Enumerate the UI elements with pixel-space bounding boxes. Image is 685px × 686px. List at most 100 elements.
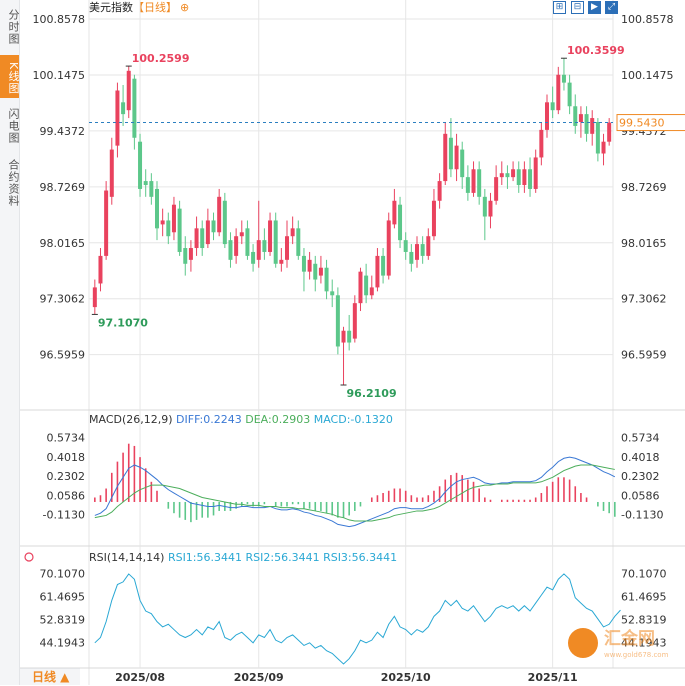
- candle-body: [539, 129, 544, 158]
- candle-body: [556, 74, 561, 111]
- candle-body: [217, 196, 222, 233]
- candle-body: [578, 114, 583, 123]
- macd-tick-left: -0.1130: [43, 509, 85, 522]
- candle-body: [256, 240, 261, 260]
- rsi-legend: RSI(14,14,14) RSI1:56.3441 RSI2:56.3441 …: [89, 551, 397, 565]
- candle-body: [398, 204, 403, 241]
- rsi-tick-right: 70.1070: [621, 568, 667, 581]
- brand-logo-url: www.gold678.com: [604, 651, 669, 659]
- candle-body: [392, 200, 397, 225]
- candle-body: [522, 169, 527, 186]
- candle-body: [138, 141, 143, 189]
- candle-body: [330, 291, 335, 296]
- candle-body: [160, 220, 165, 225]
- candle-body: [409, 251, 414, 264]
- time-tick-label: 2025/10: [381, 671, 431, 684]
- low-label-left: 97.1070: [98, 316, 148, 329]
- zoom-in-icon[interactable]: ⊞: [553, 1, 566, 14]
- fullscreen-icon[interactable]: ⤢: [605, 1, 618, 14]
- chart-header: 美元指数【日线】 ⊕: [89, 0, 189, 16]
- candle-body: [126, 70, 131, 111]
- brand-logo-text: 汇金网: [604, 629, 655, 649]
- macd-dea-label: DEA:0.2903: [245, 413, 311, 426]
- macd-tick-right: -0.1130: [621, 509, 663, 522]
- candle-body: [505, 173, 510, 178]
- rsi3-label: RSI3:56.3441: [323, 551, 398, 564]
- macd-legend: MACD(26,12,9) DIFF:0.2243 DEA:0.2903 MAC…: [89, 413, 393, 427]
- candle-body: [104, 190, 109, 256]
- price-tick-left: 96.5959: [40, 349, 86, 362]
- refresh-icon[interactable]: ⊕: [180, 1, 190, 14]
- time-tick-label: 2025/11: [528, 671, 578, 684]
- price-tick-left: 98.0165: [40, 237, 86, 250]
- sidebar-tab-0[interactable]: 分时图: [7, 9, 20, 45]
- candle-body: [268, 220, 273, 252]
- macd-diff-line: [94, 456, 616, 528]
- candle-body: [234, 236, 239, 256]
- rsi-tick-right: 44.1943: [621, 636, 667, 649]
- price-tick-left: 97.3062: [40, 293, 86, 306]
- price-tick-right: 97.3062: [621, 293, 667, 306]
- candle-body: [471, 169, 476, 193]
- rsi1-label: RSI1:56.3441: [167, 551, 242, 564]
- candle-body: [567, 82, 572, 107]
- macd-tick-left: 0.4018: [47, 451, 86, 464]
- candle-body: [285, 236, 289, 260]
- candle-body: [511, 169, 516, 178]
- play-icon[interactable]: ▶: [588, 1, 601, 14]
- period-dropdown[interactable]: 日线 ▲: [20, 668, 80, 685]
- macd-tick-left: 0.5734: [47, 432, 86, 445]
- last-price-tag: [616, 114, 685, 132]
- candle-body: [290, 228, 295, 237]
- zoom-out-icon[interactable]: ⊟: [571, 1, 584, 14]
- candle-body: [488, 200, 493, 217]
- candle-body: [200, 228, 205, 249]
- sidebar-tab-3[interactable]: 合约资料: [7, 159, 20, 207]
- candle-body: [228, 240, 233, 260]
- candle-body: [573, 106, 578, 126]
- candle-body: [324, 267, 329, 292]
- candle-body: [352, 303, 357, 339]
- candle-body: [454, 145, 459, 170]
- candle-body: [347, 330, 352, 343]
- candle-body: [494, 177, 499, 201]
- candle-body: [403, 240, 408, 252]
- candle-body: [239, 232, 244, 237]
- candle-body: [251, 251, 256, 264]
- candle-body: [595, 122, 600, 154]
- candle-body: [335, 295, 340, 347]
- rsi2-label: RSI2:56.3441: [245, 551, 320, 564]
- candle-body: [279, 259, 284, 264]
- candle-body: [482, 196, 487, 217]
- sidebar: 分时图 K线图闪电图合约资料: [0, 0, 20, 685]
- candle-body: [143, 181, 148, 186]
- candle-body: [437, 181, 442, 201]
- candle-body: [115, 90, 120, 146]
- candle-body: [188, 248, 193, 260]
- macd-value-label: MACD:-0.1320: [313, 413, 393, 426]
- candle-body: [590, 118, 595, 134]
- rsi-tick-left: 52.8319: [40, 613, 86, 626]
- sidebar-tab-1[interactable]: K线图: [0, 55, 20, 98]
- macd-diff-label: DIFF:0.2243: [176, 413, 242, 426]
- candle-body: [341, 330, 346, 343]
- time-tick-label: 2025/08: [115, 671, 165, 684]
- price-tick-left: 100.8578: [33, 13, 86, 26]
- price-tick-right: 98.0165: [621, 237, 667, 250]
- candle-body: [121, 102, 126, 115]
- candle-body: [166, 220, 171, 237]
- candle-body: [132, 78, 137, 138]
- candle-body: [92, 287, 97, 308]
- candle-body: [358, 271, 363, 304]
- time-tick-label: 2025/09: [234, 671, 284, 684]
- rsi-line: [94, 573, 621, 665]
- candle-body: [307, 259, 312, 272]
- sidebar-tab-2[interactable]: 闪电图: [7, 108, 20, 144]
- rsi-tick-left: 61.4695: [40, 591, 86, 604]
- candle-body: [155, 188, 159, 229]
- macd-tick-right: 0.4018: [621, 451, 660, 464]
- period-selector[interactable]: 【日线】: [133, 1, 177, 14]
- candle-body: [431, 200, 436, 237]
- macd-dea-line: [94, 464, 615, 522]
- candle-body: [177, 208, 182, 252]
